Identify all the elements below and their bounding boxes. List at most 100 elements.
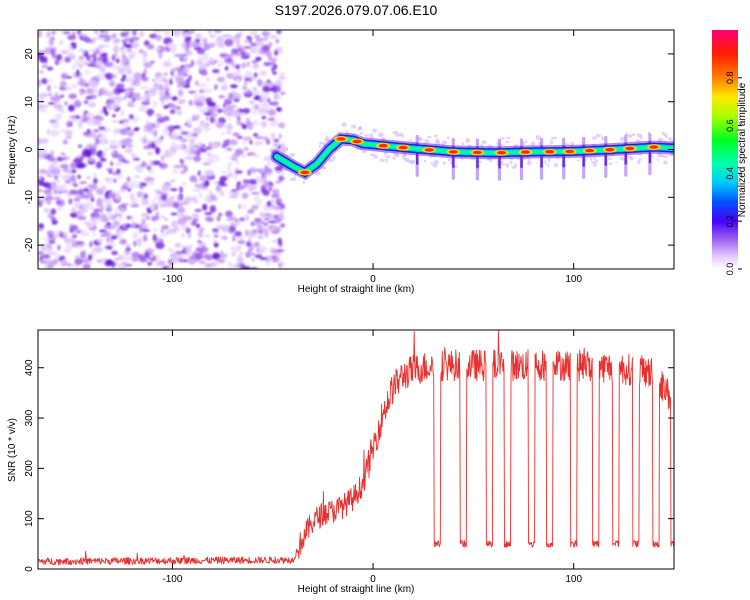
ridge-halo-speckle — [509, 160, 513, 165]
noise-speckle — [80, 230, 88, 237]
noise-speckle — [170, 70, 175, 76]
ridge-halo-speckle — [530, 141, 536, 146]
noise-speckle — [77, 174, 81, 179]
noise-speckle — [172, 201, 180, 209]
noise-speckle — [242, 108, 251, 114]
ridge-halo-speckle — [619, 156, 624, 161]
noise-speckle — [46, 129, 51, 135]
noise-speckle — [240, 62, 249, 68]
spectrogram-ytick-label: 10 — [24, 96, 35, 108]
noise-speckle — [213, 239, 217, 243]
noise-speckle — [182, 55, 188, 63]
noise-speckle — [209, 205, 217, 213]
noise-speckle — [253, 104, 260, 110]
noise-speckle — [248, 101, 255, 104]
noise-speckle — [188, 144, 196, 149]
snr-ytick-label: 0 — [24, 566, 35, 572]
noise-speckle — [272, 188, 280, 194]
noise-speckle — [162, 128, 170, 134]
noise-speckle — [197, 240, 202, 243]
noise-speckle — [38, 227, 43, 232]
ridge-hotspot-core — [424, 148, 434, 152]
noise-speckle — [127, 188, 131, 192]
noise-speckle — [161, 98, 165, 106]
noise-speckle — [86, 157, 96, 162]
noise-speckle — [75, 162, 85, 169]
noise-speckle — [277, 237, 283, 245]
noise-speckle — [195, 60, 204, 66]
noise-speckle — [184, 122, 188, 126]
noise-speckle — [38, 223, 44, 230]
noise-speckle — [181, 69, 186, 75]
noise-speckle — [123, 119, 130, 123]
noise-speckle — [51, 183, 55, 189]
noise-speckle — [126, 176, 131, 183]
noise-speckle — [228, 114, 232, 121]
noise-speckle — [126, 143, 133, 148]
spectrogram-xtick-label: -100 — [162, 274, 182, 285]
ridge-halo-speckle — [409, 159, 415, 165]
noise-speckle — [84, 148, 92, 157]
noise-speckle — [164, 218, 169, 221]
noise-speckle — [122, 124, 130, 128]
noise-speckle — [114, 162, 122, 167]
noise-speckle — [199, 120, 205, 127]
noise-speckle — [263, 228, 270, 235]
noise-speckle — [267, 160, 272, 167]
noise-speckle — [132, 232, 139, 239]
noise-speckle — [170, 220, 179, 228]
ridge-halo-speckle — [506, 136, 511, 140]
noise-speckle — [247, 169, 251, 176]
noise-speckle — [67, 34, 77, 41]
noise-speckle — [180, 214, 185, 217]
noise-speckle — [205, 216, 213, 222]
noise-speckle — [51, 168, 61, 175]
noise-speckle — [38, 109, 47, 113]
noise-speckle — [92, 221, 99, 224]
noise-speckle — [257, 79, 263, 87]
ridge-hotspot-core — [585, 148, 595, 153]
noise-speckle — [93, 129, 99, 133]
noise-speckle — [251, 204, 259, 210]
noise-speckle — [122, 96, 127, 100]
noise-speckle — [50, 150, 54, 156]
noise-speckle — [230, 104, 237, 108]
noise-speckle — [104, 199, 113, 206]
spectrogram-xlabel: Height of straight line (km) — [298, 284, 415, 295]
noise-speckle — [264, 172, 272, 176]
noise-speckle — [83, 99, 89, 105]
noise-speckle — [198, 241, 206, 249]
noise-speckle — [40, 56, 47, 64]
noise-speckle — [221, 132, 226, 135]
noise-speckle — [121, 145, 126, 149]
noise-speckle — [136, 97, 141, 101]
noise-speckle — [85, 95, 93, 100]
noise-speckle — [208, 60, 217, 65]
noise-speckle — [176, 85, 182, 89]
noise-speckle — [102, 151, 107, 157]
noise-speckle — [242, 136, 250, 142]
noise-speckle — [217, 216, 221, 222]
ridge-halo-speckle — [628, 134, 632, 139]
noise-speckle — [147, 140, 153, 145]
noise-speckle — [105, 177, 114, 183]
noise-speckle — [87, 63, 97, 67]
ridge-hotspot-core — [378, 143, 388, 148]
noise-speckle — [48, 239, 56, 245]
ridge-halo-speckle — [620, 136, 626, 142]
noise-speckle — [215, 30, 220, 33]
noise-speckle — [274, 96, 283, 100]
noise-speckle — [163, 105, 169, 109]
noise-speckle — [76, 241, 85, 245]
ridge-halo-speckle — [341, 122, 347, 127]
colorbar-tick-label: 0.0 — [725, 263, 735, 276]
noise-speckle — [89, 56, 94, 62]
noise-speckle — [56, 156, 63, 162]
ridge-halo-speckle — [408, 139, 413, 142]
noise-speckle — [127, 182, 135, 190]
noise-speckle — [263, 31, 271, 35]
noise-speckle — [112, 45, 122, 52]
noise-speckle — [111, 33, 116, 39]
noise-speckle — [239, 217, 245, 222]
noise-speckle — [96, 150, 105, 158]
